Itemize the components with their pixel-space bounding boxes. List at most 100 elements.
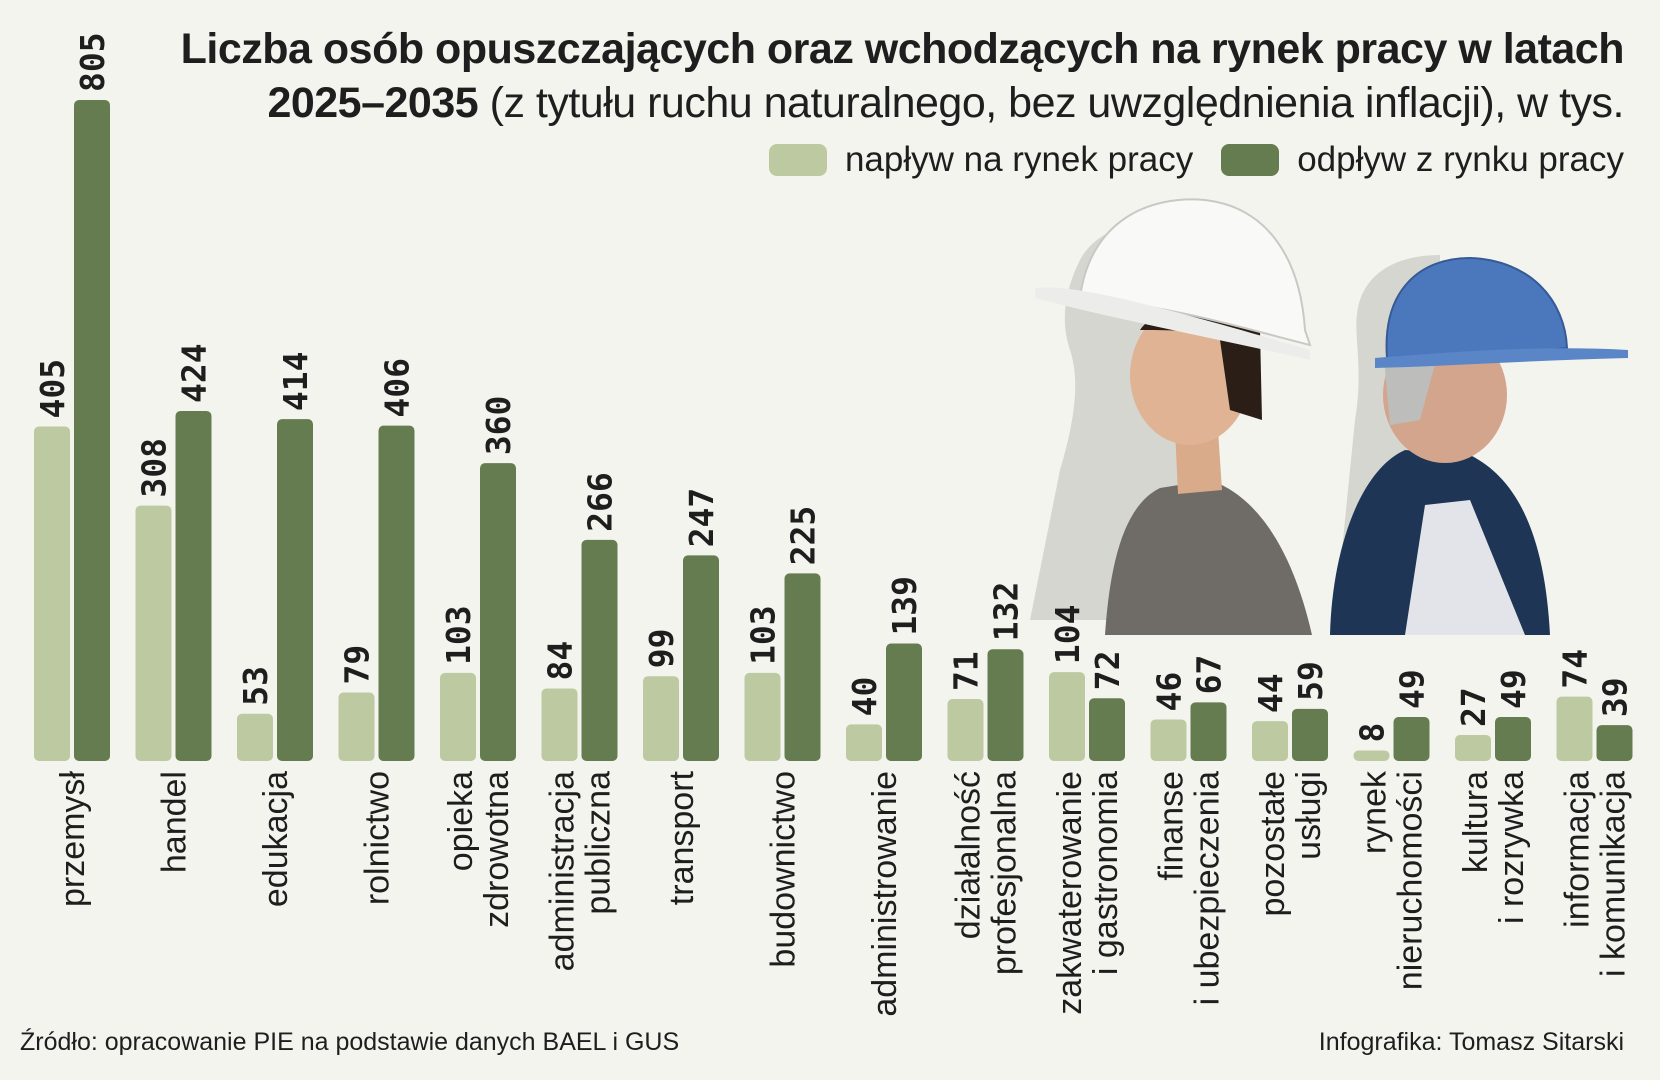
category-label: zakwaterowanie [1051, 771, 1089, 1015]
bar-outflow [378, 425, 415, 761]
bar-outflow [1495, 717, 1531, 761]
blue-hardhat-brim-icon [1375, 348, 1628, 368]
bar-inflow [541, 688, 578, 761]
bar-inflow [135, 505, 172, 761]
category-label: usługi [1290, 771, 1328, 860]
legend-swatch-inflow [768, 144, 827, 176]
category-label: i rozrywka [1493, 771, 1531, 924]
data-label-inflow: 405 [33, 359, 72, 419]
category-group: 40 139 administrowanie [845, 576, 924, 1017]
workers-illustration [1030, 198, 1628, 635]
bar-outflow [1190, 702, 1227, 761]
bar-inflow [1252, 721, 1288, 761]
category-label: administracja [544, 771, 582, 971]
data-label-outflow: 406 [378, 358, 417, 418]
chart-title-normal: (z tytułu ruchu naturalnego, bez uwzględ… [489, 79, 1625, 127]
bar-outflow [1089, 698, 1125, 761]
category-label: informacja [1559, 771, 1597, 928]
bar-outflow [480, 463, 516, 761]
credit-note: Infografika: Tomasz Sitarski [1318, 1028, 1624, 1056]
category-label: edukacja [257, 771, 295, 907]
category-label: kultura [1457, 771, 1495, 873]
data-label-outflow: 132 [987, 582, 1026, 642]
bar-inflow [846, 724, 882, 761]
bar-inflow [34, 426, 70, 761]
data-label-outflow: 424 [175, 343, 214, 403]
chart-title-bold: Liczba osób opuszczających oraz wchodząc… [180, 25, 1625, 127]
legend-item-outflow: odpływ z rynku pracy [1221, 140, 1624, 180]
data-label-outflow: 225 [784, 506, 823, 566]
bar-outflow [886, 643, 922, 761]
category-group: 405 805 przemysł [33, 32, 112, 907]
category-label: i ubezpieczenia [1189, 771, 1227, 1005]
category-label: zdrowotna [478, 771, 516, 928]
bar-inflow [1150, 719, 1187, 761]
data-label-inflow: 27 [1454, 687, 1493, 727]
white-hardhat-icon [1078, 198, 1312, 347]
data-label-outflow: 266 [581, 472, 620, 532]
bar-inflow [744, 672, 781, 761]
bar-outflow [581, 539, 618, 761]
category-label: opieka [442, 771, 480, 871]
data-label-outflow: 49 [1494, 669, 1533, 709]
bar-outflow [1292, 708, 1328, 761]
data-label-inflow: 99 [642, 628, 681, 668]
bar-inflow [237, 713, 273, 761]
data-label-outflow: 72 [1088, 650, 1127, 690]
data-label-inflow: 104 [1048, 605, 1087, 665]
bar-inflow [947, 699, 984, 761]
bar-outflow [74, 100, 110, 761]
data-label-inflow: 103 [439, 605, 478, 665]
bar-inflow [1353, 750, 1390, 761]
category-label: handel [156, 771, 194, 873]
legend-swatch-outflow [1221, 144, 1280, 176]
data-label-outflow: 49 [1393, 669, 1432, 709]
data-label-inflow: 79 [338, 645, 377, 685]
category-label: budownictwo [765, 771, 803, 968]
category-label: transport [663, 770, 701, 905]
category-group: 79 406 rolnictwo [338, 358, 417, 905]
data-label-outflow: 67 [1190, 655, 1229, 695]
young-worker-body [1105, 480, 1312, 635]
category-label: profesjonalna [986, 771, 1024, 975]
bar-outflow [683, 555, 719, 761]
legend-label-inflow: napływ na rynek pracy [844, 140, 1194, 179]
data-label-inflow: 40 [845, 677, 884, 717]
category-label: finanse [1153, 771, 1191, 881]
data-label-inflow: 8 [1353, 723, 1392, 743]
category-label: działalność [950, 771, 988, 939]
chart-legend: napływ na rynek pracy odpływ z rynku pra… [741, 140, 1624, 180]
category-label: pozostałe [1254, 771, 1292, 917]
legend-label-outflow: odpływ z rynku pracy [1297, 140, 1624, 179]
data-label-inflow: 44 [1251, 673, 1290, 713]
data-label-inflow: 46 [1150, 672, 1189, 712]
bar-inflow [1049, 672, 1085, 761]
data-label-inflow: 308 [135, 438, 174, 498]
bar-inflow [1556, 696, 1593, 761]
source-note: Źródło: opracowanie PIE na podstawie dan… [20, 1028, 680, 1056]
data-label-outflow: 414 [276, 352, 315, 412]
bar-outflow [987, 649, 1024, 761]
bar-inflow [338, 692, 375, 761]
data-label-outflow: 805 [73, 32, 112, 92]
category-label: i gastronomia [1087, 771, 1125, 975]
white-hardhat-brim-icon [1035, 287, 1310, 360]
older-worker-shirt [1405, 500, 1525, 635]
chart-title: Liczba osób opuszczających oraz wchodząc… [124, 22, 1625, 130]
category-label: rolnictwo [359, 771, 397, 905]
bar-inflow [440, 672, 476, 761]
data-label-outflow: 360 [479, 396, 518, 456]
bar-inflow [1455, 734, 1491, 761]
category-group: 99 247 transport [642, 488, 721, 905]
category-label: publiczna [580, 771, 618, 915]
bar-outflow [1596, 725, 1633, 761]
